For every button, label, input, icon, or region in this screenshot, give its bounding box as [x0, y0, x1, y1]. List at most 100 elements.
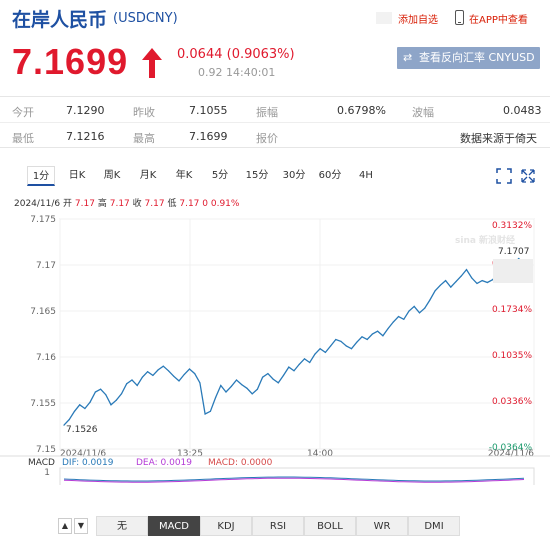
price-point: [288, 366, 290, 368]
y-tick-label: 7.155: [30, 399, 56, 409]
price-point: [492, 279, 494, 281]
price-change: 0.0644 (0.9063%): [177, 47, 295, 62]
price-point: [293, 370, 295, 372]
x-tick-label: 2024/11/6: [488, 449, 534, 459]
price-point: [157, 369, 159, 371]
price-point: [460, 275, 462, 277]
ohlc-low-label: 低: [167, 199, 177, 209]
stats-divider: [0, 122, 550, 123]
expand-icon[interactable]: [520, 168, 536, 184]
tab-1min[interactable]: 1分: [27, 166, 55, 186]
phone-icon: [455, 10, 464, 25]
price-point: [272, 378, 274, 380]
x-tick-label: 14:00: [307, 449, 333, 459]
stat-high-label: 最高: [133, 132, 155, 145]
price-point: [439, 284, 441, 286]
symbol-code: (USDCNY): [113, 11, 178, 26]
indicator-none[interactable]: 无: [96, 516, 148, 536]
price-point: [366, 338, 368, 341]
data-source: 数据来源于倚天: [460, 132, 537, 145]
y-tick-label: 7.15: [36, 445, 56, 455]
tab-4h[interactable]: 4H: [359, 170, 373, 181]
price-point: [309, 361, 311, 364]
price-point: [340, 340, 342, 342]
ohlc-low: 7.17: [179, 199, 200, 209]
price-point: [324, 351, 326, 353]
macd-dif-line: [63, 476, 525, 482]
price-point: [319, 348, 321, 350]
stat-prev-close-value: 7.1055: [189, 104, 228, 117]
price-point: [476, 282, 478, 284]
add-watchlist-label: 添加自选: [398, 15, 438, 26]
header: 在岸人民币 (USDCNY) 添加自选 在APP中查看: [0, 0, 550, 36]
price-point: [418, 312, 421, 314]
tab-weekly[interactable]: 周K: [103, 170, 121, 181]
tab-monthly[interactable]: 月K: [139, 170, 157, 181]
intraday-chart[interactable]: sina 新浪财经 7.175 7.17 7.165 7.16 7.155 7.15 0.…: [0, 205, 550, 485]
price-point: [68, 419, 70, 421]
price-point: [282, 374, 285, 376]
price-point: [79, 404, 81, 406]
price-point: [262, 376, 264, 378]
price-point: [481, 280, 483, 282]
price-point: [361, 336, 363, 338]
price-point: [256, 388, 258, 390]
price-point: [188, 368, 191, 370]
indicator-wr[interactable]: WR: [356, 516, 408, 536]
quote-time: 0.92 14:40:01: [198, 66, 276, 79]
nav-up-button[interactable]: ▲: [58, 518, 72, 534]
period-tabs: 1分 日K 周K 月K 年K 5分 15分 30分 60分 4H: [0, 162, 550, 190]
price-point: [235, 379, 238, 381]
indicator-kdj[interactable]: KDJ: [200, 516, 252, 536]
tab-5min[interactable]: 5分: [211, 170, 229, 181]
price-point: [230, 385, 232, 387]
price-point: [209, 410, 211, 412]
indicator-rsi[interactable]: RSI: [252, 516, 304, 536]
price-point: [424, 307, 426, 309]
fullscreen-icon[interactable]: [496, 168, 512, 184]
price-point: [377, 330, 379, 332]
price-point: [251, 393, 253, 395]
ohlc-high: 7.17: [109, 199, 130, 209]
reverse-rate-button[interactable]: ⇄ 查看反向汇率 CNYUSD: [397, 47, 540, 69]
price-point: [335, 338, 337, 341]
price-point: [277, 382, 279, 384]
stat-amplitude-label: 振幅: [256, 106, 278, 119]
price-point: [94, 391, 96, 393]
swap-icon: ⇄: [403, 51, 413, 64]
ohlc-date: 2024/11/6: [14, 199, 61, 209]
price-point: [199, 382, 201, 384]
macd-tick-top: 1: [44, 468, 50, 478]
price-point: [141, 376, 143, 378]
price-point: [397, 315, 400, 318]
price-point: [126, 383, 128, 385]
tab-yearly[interactable]: 年K: [175, 170, 193, 181]
reverse-rate-label: 查看反向汇率 CNYUSD: [419, 51, 535, 64]
price-point: [471, 277, 473, 279]
up-arrow-icon: [142, 48, 162, 78]
indicator-macd[interactable]: MACD: [148, 516, 200, 536]
ohlc-open: 7.17: [74, 199, 95, 209]
stat-open-value: 7.1290: [66, 104, 105, 117]
price-point: [84, 407, 86, 410]
view-in-app-label: 在APP中查看: [469, 15, 528, 26]
price-point: [131, 379, 133, 381]
price-point: [303, 358, 306, 360]
price-point: [382, 335, 384, 337]
price-point: [408, 310, 410, 312]
add-watchlist-button[interactable]: 添加自选: [376, 10, 446, 26]
indicator-boll[interactable]: BOLL: [304, 516, 356, 536]
tab-60min[interactable]: 60分: [318, 170, 342, 181]
price-point: [63, 424, 65, 426]
tab-30min[interactable]: 30分: [282, 170, 306, 181]
tab-15min[interactable]: 15分: [245, 170, 269, 181]
price-point: [350, 348, 353, 350]
nav-down-button[interactable]: ▼: [74, 518, 88, 534]
y-tick-label: 7.17: [36, 261, 56, 271]
indicator-dmi[interactable]: DMI: [408, 516, 460, 536]
tab-daily[interactable]: 日K: [68, 170, 86, 181]
macd-dif: DIF: 0.0019: [62, 458, 114, 468]
pct-tick-label: 0.0336%: [492, 397, 532, 407]
stats-table: 今开 7.1290 昨收 7.1055 振幅 0.6798% 波幅 0.0483…: [0, 96, 550, 148]
price-point: [136, 384, 138, 387]
